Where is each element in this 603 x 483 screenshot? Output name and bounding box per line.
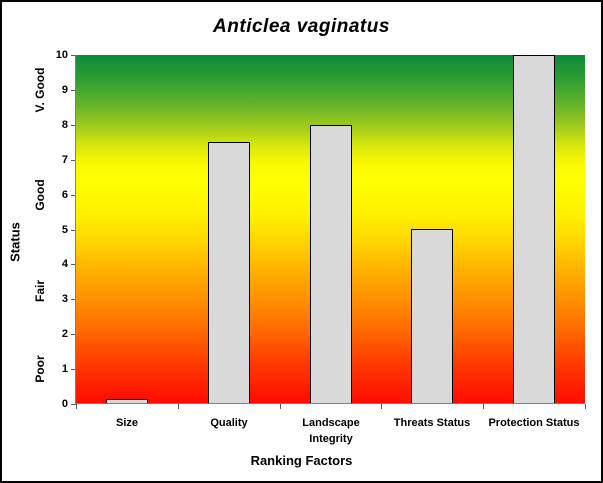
y-tick-mark <box>71 160 76 161</box>
x-category-label-threats-status: Threats Status <box>393 417 471 429</box>
y-tick-mark <box>71 264 76 265</box>
x-tick-mark <box>585 404 586 409</box>
status-band-label-fair: Fair <box>33 279 47 303</box>
bar-protection-status <box>513 55 555 404</box>
y-tick-mark <box>71 404 76 405</box>
y-tick-mark <box>71 55 76 56</box>
y-tick-label: 5 <box>61 224 68 236</box>
y-tick-label: 1 <box>61 363 68 375</box>
y-tick-mark <box>71 369 76 370</box>
bar-threats-status <box>411 229 453 404</box>
y-tick-mark <box>71 195 76 196</box>
x-tick-mark <box>280 404 281 409</box>
y-tick-label: 9 <box>61 84 68 96</box>
y-tick-label: 10 <box>55 49 68 61</box>
y-axis-title: Status <box>7 222 23 262</box>
x-tick-mark <box>381 404 382 409</box>
chart-title: Anticlea vaginatus <box>213 16 390 37</box>
x-tick-mark <box>483 404 484 409</box>
y-tick-label: 7 <box>61 154 68 166</box>
status-band-label-poor: Poor <box>33 355 47 383</box>
x-axis-line <box>76 403 585 404</box>
x-axis-title: Ranking Factors <box>250 453 353 468</box>
status-band-label-good: Good <box>33 179 47 211</box>
status-band-label-v-good: V. Good <box>33 67 47 113</box>
y-tick-label: 3 <box>61 293 68 305</box>
y-tick-label: 8 <box>61 119 68 131</box>
x-category-label-size: Size <box>115 417 138 429</box>
y-tick-label: 4 <box>61 258 68 270</box>
x-category-label-protection-status: Protection Status <box>488 417 580 429</box>
y-tick-mark <box>71 299 76 300</box>
y-tick-label: 2 <box>61 328 68 340</box>
y-axis-line <box>75 55 76 405</box>
bar-quality <box>208 142 250 404</box>
x-tick-mark <box>178 404 179 409</box>
y-tick-mark <box>71 334 76 335</box>
y-tick-mark <box>71 230 76 231</box>
x-category-label-landscape-integrity: Landscape Integrity <box>302 417 360 445</box>
x-tick-mark <box>76 404 77 409</box>
bar-landscape-integrity <box>310 125 352 404</box>
y-tick-label: 0 <box>61 398 68 410</box>
y-tick-mark <box>71 125 76 126</box>
x-category-label-quality: Quality <box>210 417 248 429</box>
y-tick-label: 6 <box>61 189 68 201</box>
y-tick-mark <box>71 90 76 91</box>
